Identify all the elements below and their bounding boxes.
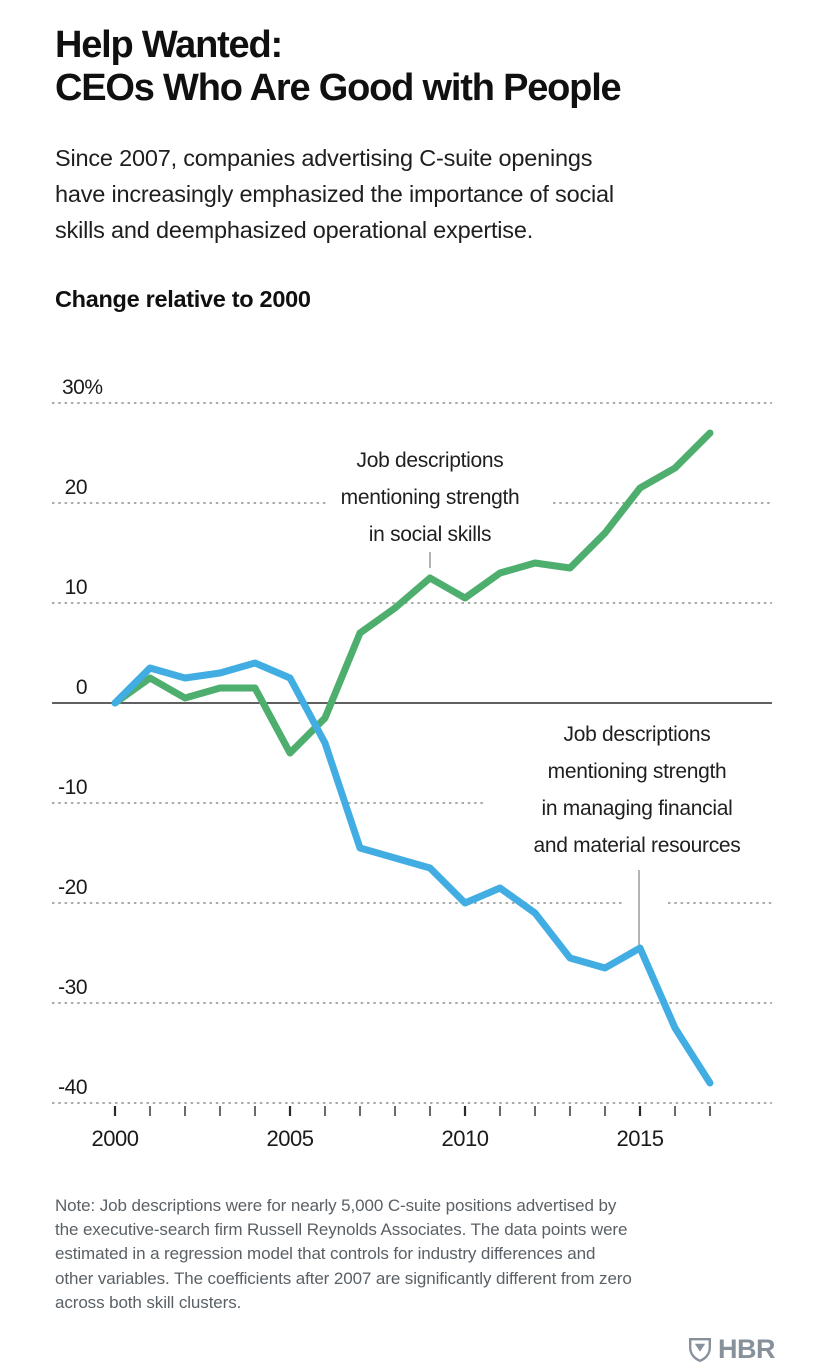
annotation-line: mentioning strength xyxy=(340,486,520,509)
chart-subtitle: Since 2007, companies advertising C-suit… xyxy=(55,140,785,248)
y-axis-label: 0 xyxy=(76,676,87,699)
annotation-line: Job descriptions xyxy=(356,449,504,472)
annotation-line: in managing financial xyxy=(541,797,733,820)
x-axis-label: 2005 xyxy=(267,1126,314,1151)
page-title-line: CEOs Who Are Good with People xyxy=(55,67,622,109)
y-axis-label: 10 xyxy=(65,576,87,599)
y-axis-label: -30 xyxy=(58,976,87,999)
y-axis-label: 30% xyxy=(62,376,103,399)
page-title: Help Wanted: CEOs Who Are Good with Peop… xyxy=(55,24,775,110)
chart-subtitle-line: have increasingly emphasized the importa… xyxy=(55,181,614,207)
hbr-logo-text: HBR xyxy=(718,1334,776,1364)
chart-subtitle-line: Since 2007, companies advertising C-suit… xyxy=(55,145,593,171)
axis-caption: Change relative to 2000 xyxy=(55,286,311,312)
y-axis-label: -40 xyxy=(58,1076,87,1099)
series-line-financial-resources xyxy=(111,659,714,1087)
annotation-line: in social skills xyxy=(368,523,492,546)
hbr-shield-icon xyxy=(689,1337,711,1362)
series-line-social-skills xyxy=(111,429,714,757)
annotation-line: and material resources xyxy=(533,834,741,857)
source-note: Note: Job descriptions were for nearly 5… xyxy=(55,1194,785,1315)
annotation-social-skills: Job descriptions mentioning strength in … xyxy=(270,442,590,553)
y-axis-label: 20 xyxy=(65,476,87,499)
x-axis-label: 2015 xyxy=(617,1126,664,1151)
x-axis-label: 2010 xyxy=(442,1126,489,1151)
source-note-line: other variables. The coefficients after … xyxy=(55,1268,632,1288)
annotation-line: mentioning strength xyxy=(547,760,727,783)
source-note-line: Note: Job descriptions were for nearly 5… xyxy=(55,1196,617,1215)
annotation-financial-resources: Job descriptions mentioning strength in … xyxy=(472,716,802,864)
page-title-line: Help Wanted: xyxy=(55,24,283,66)
chart-subtitle-line: skills and deemphasized operational expe… xyxy=(55,217,534,243)
source-note-line: estimated in a regression model that con… xyxy=(55,1244,596,1264)
y-axis-label: -10 xyxy=(58,776,87,799)
source-note-line: across both skill clusters. xyxy=(55,1292,242,1312)
annotation-line: Job descriptions xyxy=(563,723,711,746)
y-axis-label: -20 xyxy=(58,876,87,899)
x-axis-label: 2000 xyxy=(92,1126,139,1151)
hbr-logo: HBR xyxy=(688,1334,776,1365)
source-note-line: the executive-search firm Russell Reynol… xyxy=(55,1220,628,1240)
